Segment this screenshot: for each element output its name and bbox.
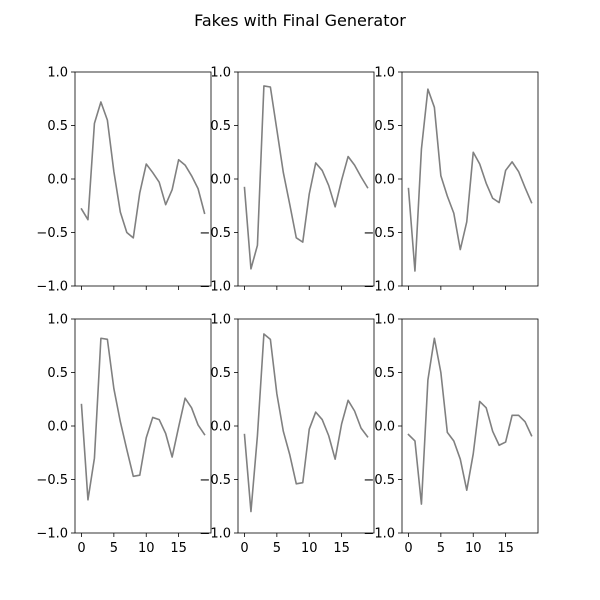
y-tick-label: 1.0 <box>374 313 395 328</box>
axes-frame <box>401 71 539 287</box>
y-tick-label: 1.0 <box>210 66 231 81</box>
y-tick-label: 0.0 <box>210 420 231 435</box>
y-tick-label: 0.5 <box>47 366 68 381</box>
subplot-row1-col1: 1.0 0.5 0.0 −0.5 −1.0 <box>36 66 212 295</box>
figure-title: Fakes with Final Generator <box>194 11 406 30</box>
y-tick-label: 1.0 <box>47 66 68 81</box>
axes-face <box>75 319 211 533</box>
y-tick-label: 1.0 <box>210 313 231 328</box>
axes-face <box>402 319 538 533</box>
subplot-row2-col2: 1.0 0.5 0.0 −0.5 −1.0 0 5 10 15 <box>199 313 375 556</box>
y-tick-label: 0.0 <box>47 420 68 435</box>
y-tick-label: −1.0 <box>363 527 395 542</box>
y-tick-label: −0.5 <box>363 226 395 241</box>
axes-frame <box>401 318 539 534</box>
y-tick-label: −0.5 <box>199 226 231 241</box>
axes-face <box>238 319 374 533</box>
y-tick-label: 0.0 <box>374 420 395 435</box>
x-tick-label: 10 <box>301 541 318 556</box>
y-tick-label: 1.0 <box>47 313 68 328</box>
x-tick-label: 10 <box>465 541 482 556</box>
y-tick-label: 0.5 <box>210 366 231 381</box>
y-tick-label: 0.5 <box>210 119 231 134</box>
series-line <box>243 85 369 270</box>
y-tick-label: −0.5 <box>363 473 395 488</box>
y-tick-label: −1.0 <box>36 280 68 295</box>
y-tick-label: −1.0 <box>199 280 231 295</box>
y-tick-label: 0.0 <box>210 173 231 188</box>
x-tick-label: 15 <box>497 541 514 556</box>
x-tick-label: 0 <box>77 541 85 556</box>
series-line <box>407 88 533 272</box>
x-tick-label: 15 <box>333 541 350 556</box>
subplot-row1-col2: 1.0 0.5 0.0 −0.5 −1.0 <box>199 66 375 295</box>
y-tick-label: 0.0 <box>374 173 395 188</box>
series-line <box>80 337 206 501</box>
y-tick-label: −0.5 <box>199 473 231 488</box>
y-tick-label: −0.5 <box>36 226 68 241</box>
axes-face <box>238 72 374 286</box>
x-tick-label: 10 <box>138 541 155 556</box>
x-tick-label: 5 <box>273 541 281 556</box>
x-tick-label: 5 <box>437 541 445 556</box>
y-tick-label: 0.5 <box>47 119 68 134</box>
subplot-grid: 1.0 0.5 0.0 −0.5 −1.0 1.0 0.5 0.0 −0.5 −1.0 1.0 0.5… <box>36 66 539 556</box>
y-tick-label: 0.0 <box>47 173 68 188</box>
subplot-row2-col3: 1.0 0.5 0.0 −0.5 −1.0 0 5 10 15 <box>363 313 539 556</box>
y-tick-label: 0.5 <box>374 119 395 134</box>
axes-frame <box>74 71 212 287</box>
series-line <box>407 337 533 505</box>
series-line <box>80 101 206 239</box>
y-tick-label: 1.0 <box>374 66 395 81</box>
axes-frame <box>237 71 375 287</box>
x-tick-label: 0 <box>240 541 248 556</box>
y-tick-label: −1.0 <box>363 280 395 295</box>
axes-frame <box>74 318 212 534</box>
x-tick-label: 15 <box>170 541 187 556</box>
y-tick-label: −1.0 <box>36 527 68 542</box>
subplot-row1-col3: 1.0 0.5 0.0 −0.5 −1.0 <box>363 66 539 295</box>
y-tick-label: 0.5 <box>374 366 395 381</box>
y-tick-label: −0.5 <box>36 473 68 488</box>
subplot-row2-col1: 1.0 0.5 0.0 −0.5 −1.0 0 5 10 15 <box>36 313 212 556</box>
y-tick-label: −1.0 <box>199 527 231 542</box>
x-tick-label: 5 <box>110 541 118 556</box>
axes-frame <box>237 318 375 534</box>
x-tick-label: 0 <box>404 541 412 556</box>
series-line <box>243 333 369 513</box>
